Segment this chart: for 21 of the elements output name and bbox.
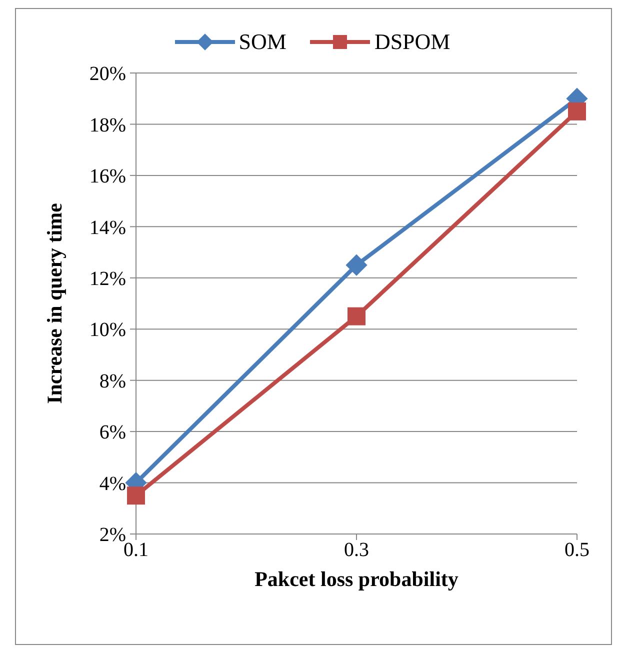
y-axis-title: Increase in query time [42, 203, 66, 404]
y-tick-label: 14% [89, 216, 126, 239]
legend-label: SOM [238, 29, 286, 55]
y-tick-label: 18% [89, 114, 126, 136]
y-tick-label: 6% [99, 422, 126, 444]
point [346, 254, 368, 276]
point [348, 307, 366, 326]
y-tick-label: 20% [89, 63, 126, 86]
y-tick-label: 8% [99, 370, 126, 392]
legend-label: DSPOM [374, 29, 450, 55]
point [568, 102, 586, 120]
point [127, 486, 145, 505]
x-tick-label: 0.1 [124, 539, 148, 562]
y-tick-label: 10% [89, 319, 126, 342]
y-tick-label: 4% [99, 472, 126, 495]
x-tick-label: 0.5 [564, 539, 590, 562]
x-tick-label: 0.3 [344, 539, 369, 562]
y-tick-label: 2% [99, 524, 126, 546]
y-tick-label: 12% [89, 268, 126, 290]
y-tick-label: 16% [89, 166, 126, 188]
x-axis-title: Pakcet loss probability [254, 567, 459, 591]
